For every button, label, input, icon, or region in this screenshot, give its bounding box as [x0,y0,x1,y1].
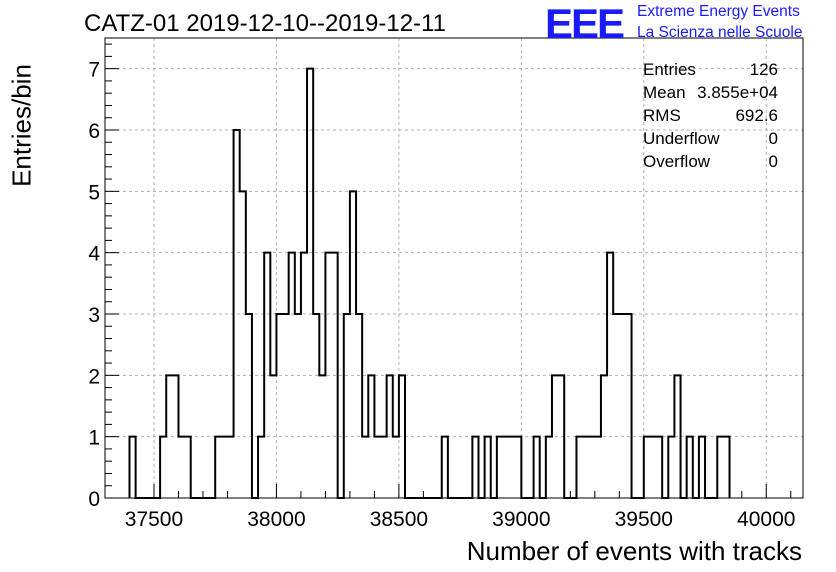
histogram-outline [128,67,731,499]
histogram-bin [613,314,619,498]
histogram-bin [374,437,380,498]
y-tick-label: 6 [88,120,100,143]
eee-logo: EEE [545,0,625,47]
stats-rms-label: RMS [643,106,681,125]
stats-entries-label: Entries [643,60,696,79]
histogram-bin [393,437,399,498]
stats-rms-value: 692.6 [735,106,778,125]
histogram-bin [595,437,601,498]
stats-mean-value: 3.855e+04 [697,83,778,102]
histogram-bin [589,437,595,498]
x-tick-label: 39500 [615,508,673,531]
histogram-bin [619,314,625,498]
logo-caption-line1: Extreme Energy Events [637,3,800,20]
y-tick-label: 5 [88,181,100,204]
histogram-bin [221,437,227,498]
y-tick-label: 7 [88,59,100,82]
x-tick-label: 40000 [737,508,795,531]
y-tick-label: 2 [88,365,100,388]
histogram-bin [583,437,589,498]
stats-mean-label: Mean [643,83,686,102]
y-tick-label: 1 [88,427,100,450]
x-tick-label: 38500 [370,508,428,531]
x-tick-label: 38000 [247,508,305,531]
histogram-bin [295,314,301,498]
y-tick-label: 4 [88,243,100,266]
x-tick-label: 37500 [125,508,183,531]
x-axis-label: Number of events with tracks [466,536,802,566]
chart-title: CATZ-01 2019-12-10--2019-12-11 [84,10,446,37]
histogram-bin [227,437,233,498]
x-tick-label: 39000 [492,508,550,531]
histogram-bin [283,314,289,498]
stats-underflow-label: Underflow [643,129,720,148]
histogram-bin [381,437,387,498]
histogram-bin [178,437,184,498]
plot-frame [104,37,804,499]
logo-caption-line2: La Scienza nelle Scuole [637,24,803,41]
y-axis-label: Entries/bin [6,64,37,187]
stats-entries-value: 126 [749,60,778,79]
histogram-bin [650,437,656,498]
histogram-bin [362,437,368,498]
stats-overflow-value: 0 [768,152,778,171]
y-tick-label: 0 [88,488,100,511]
y-tick-label: 3 [88,304,100,327]
histogram-bin [509,437,515,498]
stats-underflow-value: 0 [768,129,778,148]
stats-overflow-label: Overflow [643,152,711,171]
histogram-bin [503,437,509,498]
